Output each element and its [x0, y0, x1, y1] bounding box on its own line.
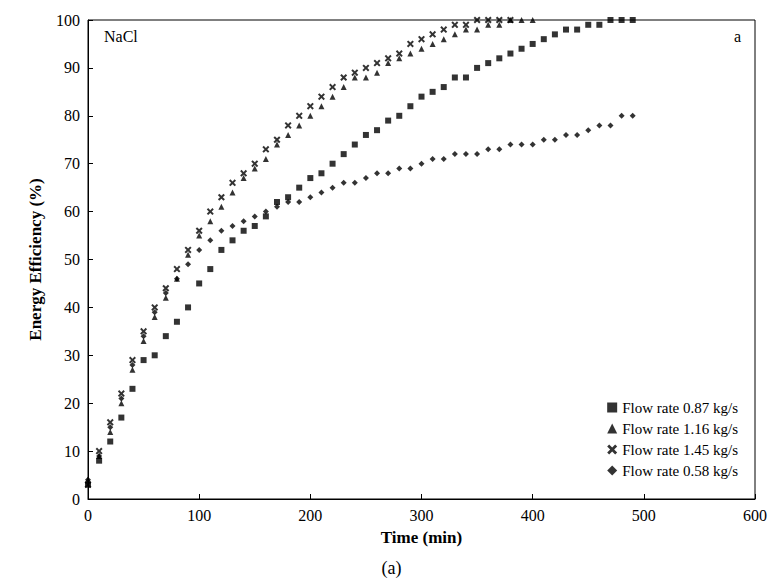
svg-text:30: 30	[64, 347, 80, 364]
svg-text:NaCl: NaCl	[104, 28, 138, 45]
svg-text:50: 50	[64, 251, 80, 268]
svg-text:0: 0	[84, 507, 92, 524]
svg-text:60: 60	[64, 203, 80, 220]
svg-text:100: 100	[56, 12, 80, 29]
svg-text:600: 600	[743, 507, 767, 524]
svg-text:(a): (a)	[382, 558, 402, 579]
svg-text:10: 10	[64, 443, 80, 460]
svg-text:200: 200	[298, 507, 322, 524]
svg-text:Flow rate 1.45 kg/s: Flow rate 1.45 kg/s	[622, 442, 738, 458]
svg-text:Flow rate 0.87 kg/s: Flow rate 0.87 kg/s	[622, 400, 738, 416]
svg-text:400: 400	[521, 507, 545, 524]
svg-text:70: 70	[64, 155, 80, 172]
svg-text:90: 90	[64, 59, 80, 76]
svg-text:80: 80	[64, 107, 80, 124]
svg-text:20: 20	[64, 395, 80, 412]
svg-text:0: 0	[72, 491, 80, 508]
svg-text:100: 100	[187, 507, 211, 524]
svg-text:Time (min): Time (min)	[381, 528, 462, 547]
svg-text:a: a	[734, 28, 741, 45]
svg-text:500: 500	[632, 507, 656, 524]
svg-text:Flow rate 0.58 kg/s: Flow rate 0.58 kg/s	[622, 463, 738, 479]
svg-text:Energy Efficiency (%): Energy Efficiency (%)	[26, 178, 45, 340]
svg-text:40: 40	[64, 299, 80, 316]
svg-text:300: 300	[410, 507, 434, 524]
svg-text:Flow rate 1.16 kg/s: Flow rate 1.16 kg/s	[622, 421, 738, 437]
